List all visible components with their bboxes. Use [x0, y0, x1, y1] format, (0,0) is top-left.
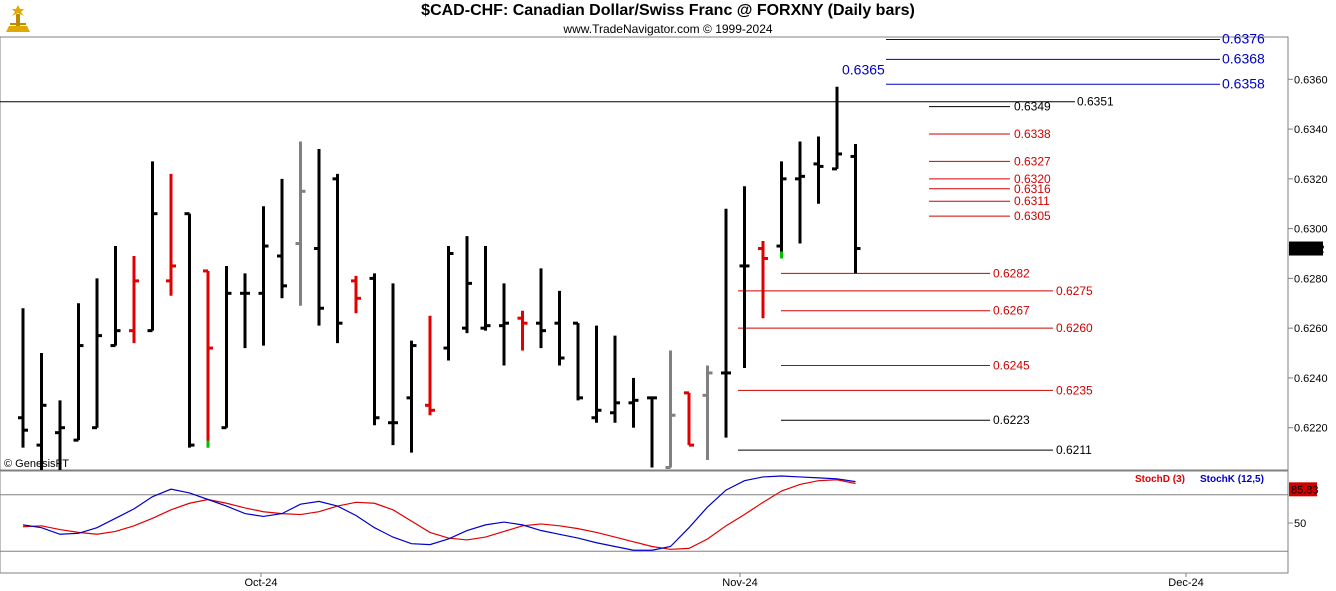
- level-label: 0.6235: [1056, 383, 1093, 397]
- stoch-series-line: [22, 479, 856, 550]
- level-label: 0.6376: [1222, 30, 1265, 46]
- chart-subtitle: www.TradeNavigator.com © 1999-2024: [563, 22, 773, 36]
- bars-layer: [18, 86, 861, 470]
- last-price-label: 0.6292: [1291, 244, 1325, 256]
- price-axis-label: 0.6340: [1294, 124, 1328, 136]
- stoch-legend-k: StochK (12,5): [1200, 474, 1264, 485]
- levels-layer: 0.6376 0.6368 0.6358 0.6351 0.6349 0.6338 0.63…: [0, 30, 1265, 457]
- level-label: 0.6338: [1014, 127, 1051, 141]
- level-label: 0.6316: [1014, 182, 1051, 196]
- stochastic-panel-frame: [0, 470, 1289, 574]
- level-label: 0.6351: [1077, 95, 1114, 109]
- date-axis-label: Nov-24: [722, 577, 757, 589]
- price-axis-label: 0.6360: [1294, 74, 1328, 86]
- price-axis-label: 0.6240: [1294, 373, 1328, 385]
- annotation-label: 0.6365: [842, 61, 885, 77]
- level-label: 0.6282: [993, 266, 1030, 280]
- level-label: 0.6260: [1056, 321, 1093, 335]
- level-label: 0.6275: [1056, 284, 1093, 298]
- stoch-last-label: 85.83: [1291, 484, 1319, 496]
- price-axis-label: 0.6300: [1294, 224, 1328, 236]
- level-label: 0.6327: [1014, 154, 1051, 168]
- chart-header: $CAD-CHF: Canadian Dollar/Swiss Franc @ …: [0, 0, 1336, 37]
- price-axis-label: 0.6260: [1294, 323, 1328, 335]
- last-price-box: [1289, 241, 1323, 256]
- level-label: 0.6311: [1014, 194, 1050, 208]
- level-label: 0.6305: [1014, 209, 1051, 223]
- price-axis-label: 0.6320: [1294, 174, 1328, 186]
- stoch-axis-label: 50: [1294, 518, 1306, 530]
- level-label: 0.6267: [993, 304, 1030, 318]
- stoch-legend-d: StochD (3): [1135, 474, 1185, 485]
- level-label: 0.6320: [1014, 172, 1051, 186]
- price-axis: 0.6360 0.6340 0.6320 0.6300 0.6280 0.6260 0.62…: [1288, 74, 1328, 435]
- date-axis-label: Oct-24: [244, 577, 277, 589]
- price-panel-frame: [0, 36, 1289, 471]
- date-axis: Oct-24 Nov-24 Dec-24: [244, 573, 1204, 589]
- stoch-last-box: [1289, 482, 1317, 497]
- stoch-series-line: [22, 475, 856, 551]
- level-label: 0.6223: [993, 413, 1030, 427]
- level-label: 0.6349: [1014, 100, 1051, 114]
- level-label: 0.6245: [993, 358, 1030, 372]
- level-label: 0.6358: [1222, 75, 1265, 91]
- chart-title: $CAD-CHF: Canadian Dollar/Swiss Franc @ …: [421, 2, 915, 19]
- genesis-watermark: © GenesisFT: [4, 458, 69, 470]
- level-label: 0.6211: [1056, 443, 1092, 457]
- date-axis-label: Dec-24: [1168, 577, 1203, 589]
- price-axis-label: 0.6280: [1294, 273, 1328, 285]
- stochastic-layer: StochD (3) StochK (12,5) 50 85.83: [0, 474, 1319, 552]
- level-label: 0.6368: [1222, 50, 1265, 66]
- price-axis-label: 0.6220: [1294, 423, 1328, 435]
- trade-navigator-logo-icon: [6, 5, 30, 32]
